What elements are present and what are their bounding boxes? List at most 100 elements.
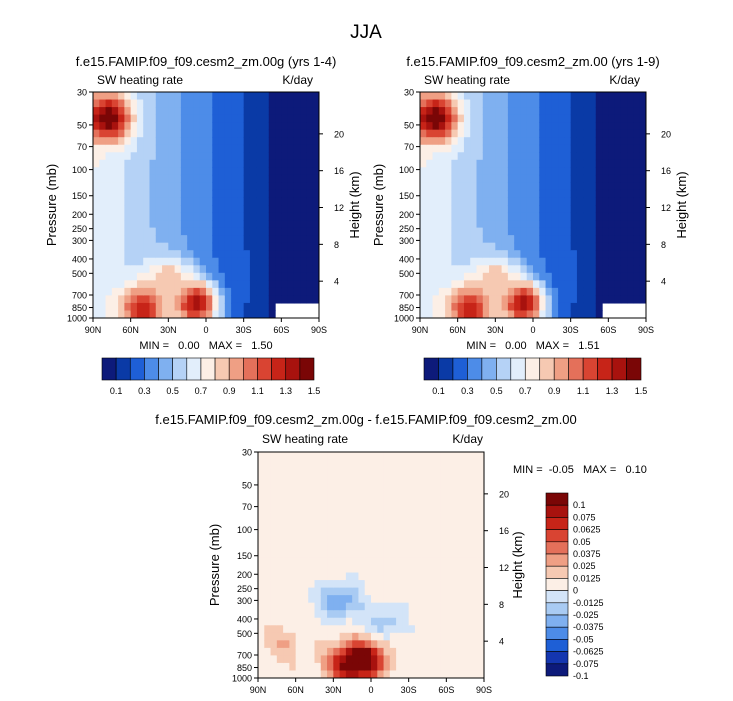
- heatmap-cell: [507, 99, 515, 108]
- heatmap-cell: [314, 474, 322, 483]
- y-tick-label: 300: [399, 236, 414, 246]
- heatmap-cell: [301, 459, 309, 468]
- heatmap-cell: [402, 557, 410, 566]
- heatmap-cell: [633, 197, 641, 206]
- heatmap-cell: [339, 617, 347, 626]
- heatmap-cell: [283, 572, 290, 581]
- heatmap-cell: [276, 647, 284, 656]
- heatmap-cell: [345, 474, 353, 483]
- colorbar-label: 0.05: [573, 537, 591, 547]
- heatmap-cell: [180, 220, 188, 229]
- heatmap-cell: [130, 272, 138, 281]
- heatmap-cell: [427, 580, 435, 589]
- heatmap-cell: [471, 519, 479, 528]
- heatmap-cell: [438, 182, 446, 191]
- heatmap-cell: [237, 122, 245, 131]
- heatmap-cell: [558, 280, 565, 289]
- heatmap-cell: [287, 137, 295, 146]
- heatmap-cell: [396, 512, 403, 521]
- heatmap-cell: [111, 220, 119, 229]
- heatmap-cell: [295, 610, 303, 619]
- heatmap-cell: [614, 144, 622, 153]
- heatmap-cell: [501, 250, 509, 259]
- heatmap-cell: [576, 287, 584, 296]
- heatmap-cell: [489, 250, 496, 259]
- heatmap-cell: [149, 129, 157, 138]
- heatmap-cell: [301, 565, 309, 574]
- heatmap-cell: [224, 107, 232, 116]
- heatmap-cell: [312, 137, 319, 146]
- heatmap-cell: [258, 557, 265, 566]
- heatmap-cell: [520, 212, 528, 221]
- heatmap-cell: [564, 220, 572, 229]
- heatmap-cell: [300, 144, 308, 153]
- heatmap-cell: [452, 527, 460, 536]
- heatmap-cell: [614, 272, 622, 281]
- heatmap-cell: [570, 99, 578, 108]
- colorbar-swatch: [200, 357, 216, 381]
- heatmap-cell: [433, 595, 441, 604]
- heatmap-cell: [218, 129, 226, 138]
- heatmap-cell: [620, 205, 628, 214]
- heatmap-cell: [489, 92, 496, 101]
- heatmap-cell: [627, 114, 635, 123]
- heatmap-cell: [445, 129, 452, 138]
- heatmap-cell: [93, 92, 100, 101]
- heatmap-cell: [212, 129, 220, 138]
- heatmap-cell: [445, 242, 452, 251]
- heatmap-cell: [520, 287, 528, 296]
- heatmap-cell: [199, 197, 207, 206]
- heatmap-cell: [333, 647, 341, 656]
- y-tick-label: 500: [399, 269, 414, 279]
- heatmap-cell: [558, 99, 565, 108]
- heatmap-cell: [458, 580, 466, 589]
- heatmap-cell: [168, 242, 176, 251]
- heatmap-cell: [287, 144, 295, 153]
- heatmap-cell: [99, 182, 107, 191]
- heatmap-cell: [583, 287, 591, 296]
- heatmap-cell: [287, 242, 295, 251]
- heatmap-cell: [224, 257, 232, 266]
- heatmap-cell: [421, 632, 429, 641]
- heatmap-cell: [451, 220, 459, 229]
- y-tick-label: 250: [237, 584, 252, 594]
- heatmap-cell: [364, 534, 372, 543]
- heatmap-cell: [570, 159, 578, 168]
- heatmap-cell: [470, 302, 478, 312]
- heatmap-cell: [258, 549, 265, 559]
- colorbar-swatch: [539, 357, 555, 381]
- heatmap-cell: [477, 557, 484, 566]
- heatmap-cell: [433, 565, 441, 574]
- heatmap-cell: [396, 662, 403, 672]
- heatmap-cell: [432, 295, 440, 304]
- heatmap-cell: [595, 272, 603, 281]
- heatmap-cell: [118, 310, 125, 318]
- heatmap-cell: [193, 287, 201, 296]
- heatmap-cell: [243, 122, 251, 131]
- heatmap-cell: [465, 549, 473, 559]
- heatmap-cell: [507, 242, 515, 251]
- heatmap-cell: [471, 595, 479, 604]
- heatmap-cell: [551, 152, 559, 161]
- heatmap-cell: [264, 647, 272, 656]
- heatmap-cell: [258, 474, 265, 483]
- heatmap-cell: [276, 542, 284, 551]
- heatmap-cell: [289, 482, 297, 491]
- heatmap-cell: [558, 212, 565, 221]
- heatmap-cell: [602, 122, 609, 131]
- heatmap-cell: [608, 122, 616, 131]
- heatmap-cell: [389, 602, 397, 611]
- colorbar-label: 0.7: [519, 386, 532, 396]
- heatmap-cell: [614, 295, 622, 304]
- heatmap-cell: [551, 197, 559, 206]
- heatmap-cell: [275, 167, 282, 176]
- heatmap-cell: [408, 452, 416, 461]
- heatmap-cell: [256, 189, 264, 199]
- heatmap-cell: [408, 655, 416, 664]
- heatmap-cell: [314, 557, 322, 566]
- heatmap-cell: [314, 580, 322, 589]
- heatmap-cell: [199, 167, 207, 176]
- heatmap-cell: [465, 625, 473, 634]
- heatmap-cell: [289, 542, 297, 551]
